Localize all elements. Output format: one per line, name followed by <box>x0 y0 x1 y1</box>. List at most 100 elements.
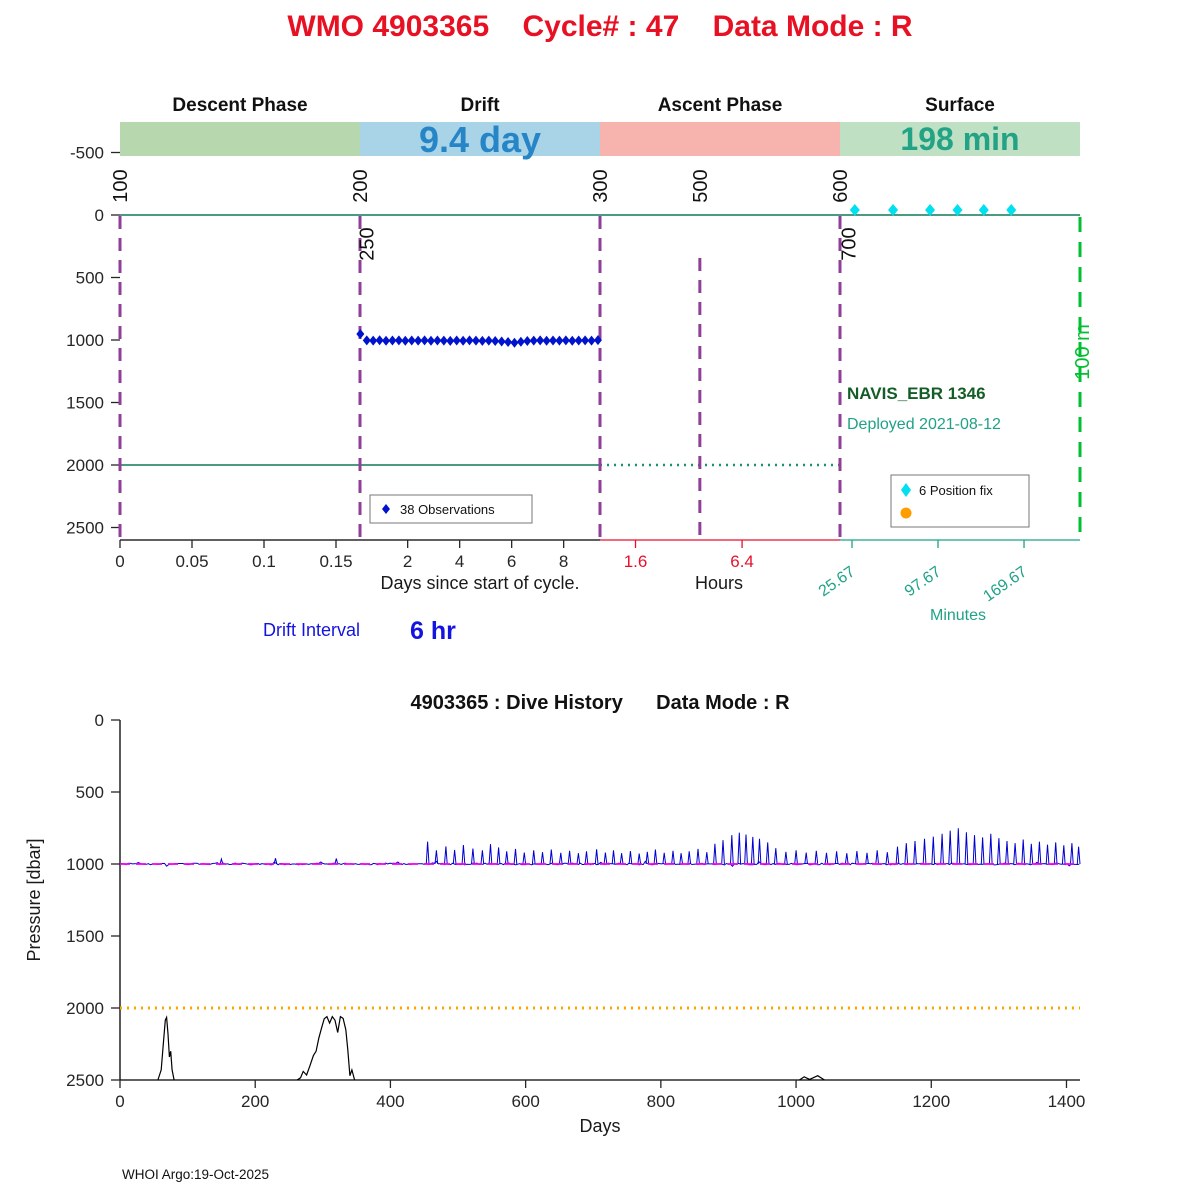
observation-point <box>414 335 423 346</box>
pressure-spike <box>273 858 278 865</box>
observation-point <box>587 335 596 346</box>
pressure-spike <box>1013 843 1017 865</box>
pressure-spike <box>576 853 581 865</box>
x-tick-label-days: 0 <box>115 552 124 571</box>
deep-event-line <box>296 1015 356 1081</box>
pressure-spike <box>461 844 466 865</box>
observation-point <box>510 337 519 348</box>
observation-point <box>561 335 570 346</box>
position-fix-point <box>978 204 989 216</box>
footer-credit: WHOI Argo:19-Oct-2025 <box>122 1167 269 1182</box>
position-fix-point <box>952 204 963 216</box>
x-tick-label-days: 0.1 <box>252 552 276 571</box>
y-tick-label: 1500 <box>66 927 104 946</box>
x-tick-label-days: 4 <box>455 552 464 571</box>
cycle-timing-plot: -500 0 500 1000 1500 2000 2500 0 0.05 0.1 0.15 2 4 6 8… <box>66 144 1094 606</box>
phase-label-surface: Surface <box>925 95 995 116</box>
pressure-spike <box>721 840 725 865</box>
observation-point <box>478 335 487 346</box>
position-fix-point <box>1006 204 1017 216</box>
pressure-spike <box>687 851 692 865</box>
y-tick-label: 2000 <box>66 456 104 475</box>
observation-point <box>401 335 410 346</box>
pressure-spike <box>434 850 439 865</box>
pressure-spike <box>1061 845 1066 865</box>
pressure-spike <box>750 836 755 865</box>
deep-event-line <box>799 1075 825 1081</box>
x-tick-label: 800 <box>647 1092 675 1111</box>
pressure-spike <box>619 853 624 865</box>
pressure-spike <box>972 835 977 865</box>
pressure-spike <box>531 850 536 865</box>
surface-phase-band <box>840 122 1080 156</box>
pressure-spike <box>744 834 748 865</box>
position-fix-legend: 6 Position fix <box>890 474 1030 528</box>
pressure-spike <box>1070 843 1074 865</box>
observation-point <box>536 335 545 346</box>
pressure-spike <box>567 850 572 865</box>
pressure-spike <box>1045 844 1050 865</box>
position-fix-diamond-icon <box>901 483 911 497</box>
pressure-spike <box>956 828 961 865</box>
pressure-spike <box>1076 846 1081 865</box>
x-tick-label: 0 <box>115 1092 124 1111</box>
pressure-spike <box>948 830 952 865</box>
page-title: WMO 4903365 Cycle# : 47 Data Mode : R <box>287 10 913 43</box>
drift-interval-value: 6 hr <box>410 617 456 645</box>
pressure-axis-label: Pressure [dbar] <box>24 838 44 961</box>
pressure-spike <box>794 850 798 865</box>
position-fix-legend-box <box>890 474 1030 528</box>
pressure-spike <box>671 850 675 865</box>
observation-point <box>407 335 416 346</box>
observations-legend-box <box>369 494 533 524</box>
pressure-spike <box>834 851 839 865</box>
pressure-spike <box>522 852 527 865</box>
x-tick-label-days: 0.15 <box>319 552 352 571</box>
observation-point <box>523 336 532 346</box>
y-tick-label: 1500 <box>66 394 104 413</box>
pressure-spike <box>931 836 936 865</box>
pressure-spike <box>904 843 909 865</box>
pressure-spike <box>913 840 917 865</box>
pressure-spike <box>662 852 667 865</box>
pressure-spike <box>637 853 642 865</box>
phase-label-descent: Descent Phase <box>172 95 307 116</box>
observation-point <box>426 335 435 346</box>
pressure-spike <box>480 850 485 865</box>
y-tick-label: 2500 <box>66 519 104 538</box>
descent-phase-band <box>120 122 360 156</box>
observation-point <box>465 335 474 346</box>
phase-marker-label: 100 m <box>1072 324 1094 380</box>
days-axis-label: Days since start of cycle. <box>380 573 579 593</box>
observation-point <box>491 336 500 346</box>
pressure-spike <box>1037 841 1042 865</box>
pressure-spike <box>705 852 709 865</box>
pressure-spike <box>855 850 859 865</box>
pressure-spike <box>922 838 927 865</box>
y-tick-label: 500 <box>76 783 104 802</box>
y-tick-label: -500 <box>70 144 104 163</box>
pressure-spike <box>773 848 778 865</box>
observation-point <box>382 335 391 346</box>
observation-point <box>446 335 455 346</box>
observation-point <box>394 335 403 346</box>
pressure-spike <box>865 852 869 865</box>
observations-legend-label: 38 Observations <box>400 502 495 517</box>
y-tick-label: 1000 <box>66 855 104 874</box>
pressure-spike <box>737 832 742 865</box>
phase-marker-label: 250 <box>357 227 379 260</box>
pressure-spike <box>488 844 493 865</box>
x-tick-label-days: 6 <box>507 552 516 571</box>
observation-point <box>568 335 577 346</box>
ascent-phase-band <box>600 122 840 156</box>
pressure-spike <box>611 850 616 865</box>
observation-point <box>484 335 493 346</box>
dive-history-title: 4903365 : Dive History Data Mode : R <box>410 692 790 714</box>
pressure-spike <box>540 852 545 865</box>
pressure-spike <box>765 842 770 865</box>
pressure-spike <box>696 848 700 865</box>
pressure-spike <box>895 846 900 865</box>
pressure-spike <box>334 858 339 865</box>
x-tick-label: 600 <box>511 1092 539 1111</box>
